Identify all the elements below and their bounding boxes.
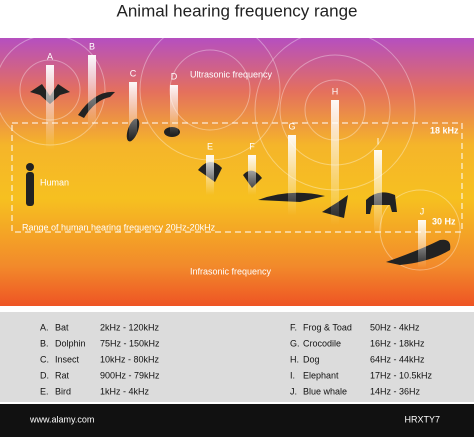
marker-letter: H (332, 86, 339, 96)
label: 30 Hz (432, 216, 456, 226)
animal-range: 16Hz - 18kHz (370, 338, 425, 348)
animal-range: 75Hz - 150kHz (100, 338, 160, 348)
marker-letter: E (207, 141, 213, 151)
footer-id: HRXTY7 (404, 414, 440, 424)
animal-key: H. (290, 354, 299, 364)
animal-name: Bird (55, 386, 71, 396)
label: Human (40, 177, 69, 187)
marker-letter: D (171, 71, 178, 81)
footer-bar (0, 404, 474, 437)
marker-letter: C (130, 68, 137, 78)
label: Infrasonic frequency (190, 266, 272, 276)
title: Animal hearing frequency range (117, 1, 358, 20)
label: 18 kHz (430, 125, 459, 135)
hearing-bar (46, 65, 54, 150)
animal-name: Dog (303, 354, 320, 364)
animal-range: 64Hz - 44kHz (370, 354, 425, 364)
animal-key: B. (40, 338, 49, 348)
marker-letter: J (420, 206, 425, 216)
animal-name: Dolphin (55, 338, 86, 348)
legend-table (0, 312, 474, 402)
marker-letter: B (89, 41, 95, 51)
marker-letter: F (249, 141, 255, 151)
label: Range of human hearing frequency 20Hz-20… (22, 222, 216, 232)
human-range-box (11, 122, 463, 233)
animal-key: D. (40, 370, 49, 380)
animal-key: A. (40, 322, 49, 332)
animal-key: E. (40, 386, 49, 396)
hearing-bar (374, 150, 382, 235)
animal-key: F. (290, 322, 297, 332)
animal-key: J. (290, 386, 297, 396)
label: Ultrasonic frequency (190, 69, 273, 79)
hearing-bar (418, 220, 426, 268)
hearing-bar (129, 82, 137, 140)
marker-letter: I (377, 136, 380, 146)
animal-name: Bat (55, 322, 69, 332)
marker-letter: G (288, 121, 295, 131)
animal-name: Elephant (303, 370, 339, 380)
footer-site: www.alamy.com (29, 414, 94, 424)
animal-range: 2kHz - 120kHz (100, 322, 160, 332)
animal-name: Blue whale (303, 386, 347, 396)
hearing-bar (331, 100, 339, 225)
animal-range: 900Hz - 79kHz (100, 370, 160, 380)
animal-name: Rat (55, 370, 70, 380)
animal-range: 1kHz - 4kHz (100, 386, 150, 396)
hearing-bar (206, 155, 214, 195)
animal-range: 14Hz - 36Hz (370, 386, 421, 396)
hearing-bar (88, 55, 96, 130)
animal-range: 10kHz - 80kHz (100, 354, 160, 364)
animal-key: G. (290, 338, 300, 348)
hearing-bar (288, 135, 296, 215)
animal-key: I. (290, 370, 295, 380)
animal-name: Frog & Toad (303, 322, 352, 332)
animal-range: 17Hz - 10.5kHz (370, 370, 433, 380)
animal-key: C. (40, 354, 49, 364)
animal-range: 50Hz - 4kHz (370, 322, 420, 332)
hearing-bar (248, 155, 256, 195)
marker-letter: A (47, 51, 53, 61)
animal-name: Crocodile (303, 338, 341, 348)
hearing-bar (170, 85, 178, 135)
animal-name: Insect (55, 354, 80, 364)
